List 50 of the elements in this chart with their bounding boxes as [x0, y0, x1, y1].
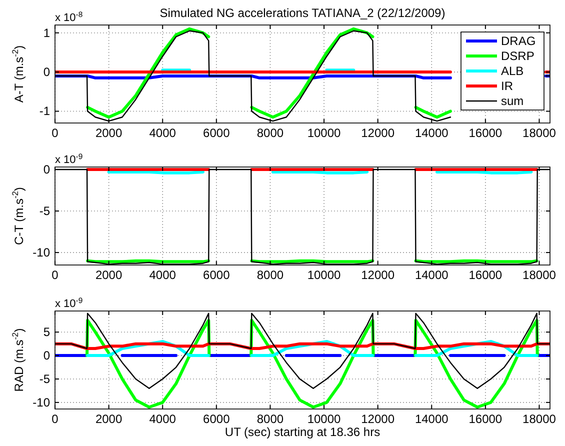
x-tick-label: 0: [52, 268, 59, 282]
x-tick-label: 2000: [95, 268, 122, 282]
x-tick-label: 16000: [468, 412, 502, 426]
y-tick-label: -5: [39, 204, 50, 218]
y-tick-label: 0: [43, 162, 50, 176]
legend-label: DRAG: [501, 34, 536, 48]
legend-label: DSRP: [501, 49, 534, 63]
text: x 10$^{-9}$: [55, 296, 83, 310]
x-tick-label: 18000: [522, 126, 556, 140]
x-tick-label: 10000: [307, 268, 342, 282]
x-tick-label: 2000: [95, 126, 122, 140]
x-tick-label: 8000: [256, 268, 284, 282]
x-tick-label: 14000: [414, 126, 449, 140]
y-tick-label: -10: [32, 246, 50, 260]
x-tick-label: 12000: [361, 268, 395, 282]
y-tick-label: -5: [39, 372, 50, 386]
x-tick-label: 0: [52, 412, 59, 426]
x-tick-label: 8000: [256, 126, 284, 140]
x-tick-label: 10000: [307, 412, 342, 426]
x-tick-label: 16000: [468, 268, 502, 282]
x-tick-label: 6000: [203, 268, 230, 282]
x-tick-label: 14000: [414, 412, 449, 426]
x-axis-title: UT (sec) starting at 18.36 hrs: [224, 425, 380, 439]
text: x 10$^{-9}$: [55, 152, 83, 166]
y-tick-label: 5: [43, 325, 50, 340]
x-tick-label: 4000: [149, 268, 176, 282]
chart-title: Simulated NG accelerations TATIANA_2 (22/12/2009): [160, 6, 446, 20]
x-tick-label: 8000: [256, 412, 284, 426]
x-tick-label: 2000: [95, 412, 122, 426]
x-tick-label: 6000: [203, 126, 230, 140]
y-tick-label: 0: [43, 65, 50, 80]
x-tick-label: 10000: [307, 126, 342, 140]
x-tick-label: 14000: [414, 268, 449, 282]
x-tick-label: 18000: [522, 268, 556, 282]
x-tick-label: 6000: [203, 412, 230, 426]
x-tick-label: 12000: [361, 412, 395, 426]
x-tick-label: 16000: [468, 126, 502, 140]
legend-label: IR: [501, 79, 514, 93]
y-tick-label: -10: [32, 395, 50, 410]
legend-label: ALB: [501, 64, 524, 78]
y-tick-label: -1: [39, 104, 50, 118]
text: x 10$^{-8}$: [55, 10, 83, 24]
y-tick-label: 0: [43, 348, 50, 363]
x-tick-label: 12000: [361, 126, 395, 140]
legend-label: sum: [501, 94, 524, 108]
y-tick-label: 1: [43, 26, 50, 40]
x-tick-label: 4000: [149, 126, 176, 140]
x-tick-label: 18000: [522, 412, 556, 426]
x-tick-label: 4000: [149, 412, 176, 426]
x-tick-label: 0: [52, 126, 59, 140]
